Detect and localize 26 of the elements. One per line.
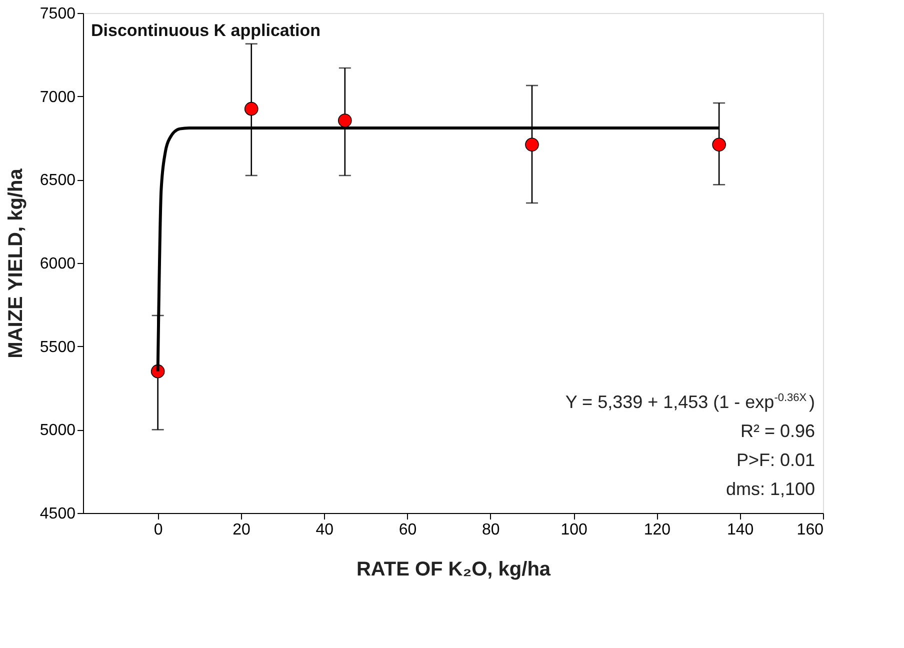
y-tick-label: 5000 bbox=[40, 422, 76, 440]
x-tick-label: 140 bbox=[727, 522, 754, 538]
x-tick-label: 40 bbox=[316, 522, 334, 538]
y-tick-label: 7500 bbox=[40, 6, 76, 22]
point bbox=[712, 138, 726, 152]
text: Discontinuous K application bbox=[91, 21, 321, 40]
annotation: P>F: 0.01 bbox=[736, 450, 815, 470]
y-tick-label: 5500 bbox=[40, 338, 76, 356]
x-tick-label: 160 bbox=[796, 522, 824, 538]
y-axis-title: MAIZE YIELD, kg/ha bbox=[4, 168, 27, 358]
annotation: dms: 1,100 bbox=[726, 479, 815, 499]
y-tick-label: 6000 bbox=[40, 256, 76, 272]
x-tick-label: 20 bbox=[232, 522, 250, 538]
annotation: R² = 0.96 bbox=[740, 421, 815, 441]
x-tick-label: 60 bbox=[398, 522, 417, 538]
x-tick-label: 100 bbox=[560, 522, 588, 538]
x-tick-label: 80 bbox=[482, 522, 500, 538]
point bbox=[244, 102, 258, 116]
y-tick-label: 7000 bbox=[40, 88, 76, 106]
point bbox=[338, 114, 352, 128]
x-tick-label: 120 bbox=[644, 522, 671, 538]
x-tick-label: 0 bbox=[154, 522, 163, 538]
y-tick-label: 6500 bbox=[40, 172, 76, 190]
point bbox=[525, 138, 539, 152]
x-axis-title: RATE OF K₂O, kg/ha bbox=[356, 558, 552, 580]
y-tick-label: 4500 bbox=[40, 506, 76, 522]
